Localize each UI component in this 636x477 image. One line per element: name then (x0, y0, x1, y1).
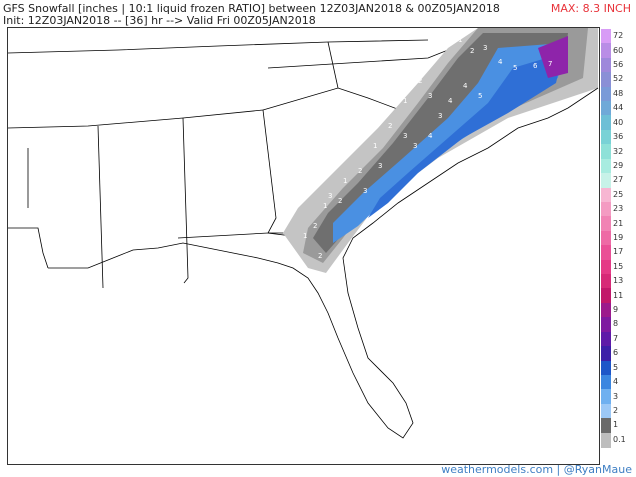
colorbar-label: 17 (613, 247, 624, 257)
contour-labels: 1 2 3 4 5 6 7 3 4 2 1 3 4 5 3 2 1 3 4 3 … (303, 36, 552, 260)
colorbar-label: 25 (613, 189, 624, 199)
contour-label: 4 (498, 58, 503, 66)
colorbar-swatch (601, 115, 611, 131)
colorbar-swatch (601, 302, 611, 318)
colorbar-label: 4 (613, 377, 619, 387)
colorbar-label: 19 (613, 233, 624, 242)
contour-label: 4 (428, 132, 433, 140)
contour-label: 2 (358, 167, 362, 175)
contour-label: 1 (303, 232, 307, 240)
colorbar-swatch (601, 389, 611, 405)
colorbar-swatch (601, 72, 611, 88)
colorbar-swatch (601, 418, 611, 434)
colorbar-label: 48 (613, 88, 624, 98)
colorbar-label: 1 (613, 420, 619, 430)
colorbar-label: 27 (613, 175, 624, 185)
colorbar-label: 8 (613, 319, 619, 329)
colorbar-swatch (601, 158, 611, 174)
colorbar-swatch (601, 360, 611, 376)
colorbar-label: 52 (613, 74, 624, 84)
coastline (48, 87, 599, 439)
contour-label: 2 (470, 47, 474, 55)
header: GFS Snowfall [inches | 10:1 liquid froze… (3, 2, 633, 27)
colorbar-label: 3 (613, 391, 619, 401)
contour-label: 3 (428, 92, 432, 100)
colorbar-swatch (601, 57, 611, 73)
contour-label: 2 (338, 197, 342, 205)
title-line-1: GFS Snowfall [inches | 10:1 liquid froze… (3, 2, 500, 15)
colorbar-swatch (601, 317, 611, 333)
colorbar-swatch (601, 173, 611, 189)
colorbar-swatch (601, 230, 611, 246)
colorbar-label: 36 (613, 132, 624, 142)
contour-label: 3 (403, 132, 407, 140)
colorbar-label: 56 (613, 60, 624, 70)
colorbar-legend: 72 60 56 52 48 44 40 36 32 29 27 25 23 21 19 17 15 13 11 9 8… (601, 29, 636, 448)
contour-label: 4 (448, 97, 453, 105)
colorbar-swatch (601, 245, 611, 261)
contour-label: 3 (413, 142, 417, 150)
colorbar-label: 23 (613, 204, 624, 214)
max-snowfall-label: MAX: 8.3 INCH (550, 2, 631, 15)
snowfall-band (283, 28, 598, 273)
contour-label: 2 (313, 222, 317, 230)
colorbar-swatch (601, 216, 611, 232)
colorbar-swatch (601, 346, 611, 362)
contour-label: 5 (513, 64, 517, 72)
colorbar-swatch (601, 374, 611, 390)
colorbar-label: 13 (613, 276, 624, 286)
contour-label: 3 (328, 192, 332, 200)
colorbar-swatch (601, 403, 611, 419)
colorbar-label: 7 (613, 333, 619, 343)
colorbar-label: 40 (613, 117, 624, 127)
contour-label: 3 (363, 187, 367, 195)
map-frame: 1 2 3 4 5 6 7 3 4 2 1 3 4 5 3 2 1 3 4 3 … (7, 27, 600, 465)
contour-label: 6 (533, 62, 538, 70)
colorbar-swatch (601, 29, 611, 44)
colorbar-label: 29 (613, 160, 624, 170)
colorbar-label: 9 (613, 305, 619, 315)
contour-label: 3 (483, 44, 487, 52)
contour-label: 5 (478, 92, 482, 100)
colorbar-label: 11 (613, 290, 624, 300)
colorbar-swatch (601, 331, 611, 347)
colorbar-label: 72 (613, 31, 624, 41)
colorbar-swatch (601, 432, 611, 448)
contour-label: 1 (458, 36, 462, 44)
colorbar-label: 2 (613, 405, 619, 415)
contour-label: 2 (388, 122, 392, 130)
colorbar-label: 44 (613, 103, 624, 113)
colorbar-label: 32 (613, 146, 624, 156)
colorbar-swatch (601, 86, 611, 102)
colorbar-swatch (601, 43, 611, 59)
contour-label: 3 (378, 162, 382, 170)
snowfall-map: 1 2 3 4 5 6 7 3 4 2 1 3 4 5 3 2 1 3 4 3 … (8, 28, 599, 439)
colorbar-swatch (601, 201, 611, 217)
contour-label: 4 (463, 82, 468, 90)
colorbar-swatch (601, 259, 611, 275)
colorbar-swatch (601, 129, 611, 145)
contour-label: 1 (323, 202, 327, 210)
colorbar-label: 21 (613, 218, 624, 228)
colorbar-swatch (601, 187, 611, 203)
contour-label: 1 (343, 177, 347, 185)
colorbar-swatch (601, 101, 611, 117)
contour-label: 7 (548, 60, 552, 68)
colorbar-swatch (601, 274, 611, 290)
colorbar-label: 0.1 (613, 434, 626, 444)
colorbar-label: 60 (613, 45, 624, 55)
colorbar-label: 6 (613, 348, 619, 358)
colorbar-swatch (601, 144, 611, 160)
contour-label: 1 (403, 97, 407, 105)
colorbar-label: 15 (613, 261, 624, 271)
contour-label: 2 (418, 77, 422, 85)
contour-label: 2 (318, 252, 322, 260)
contour-label: 3 (438, 112, 442, 120)
title-line-2: Init: 12Z03JAN2018 -- [36] hr --> Valid … (3, 14, 316, 27)
colorbar-swatch (601, 288, 611, 304)
credit-text: weathermodels.com | @RyanMaue (441, 463, 632, 476)
contour-label: 1 (373, 142, 377, 150)
colorbar-label: 5 (613, 362, 619, 372)
